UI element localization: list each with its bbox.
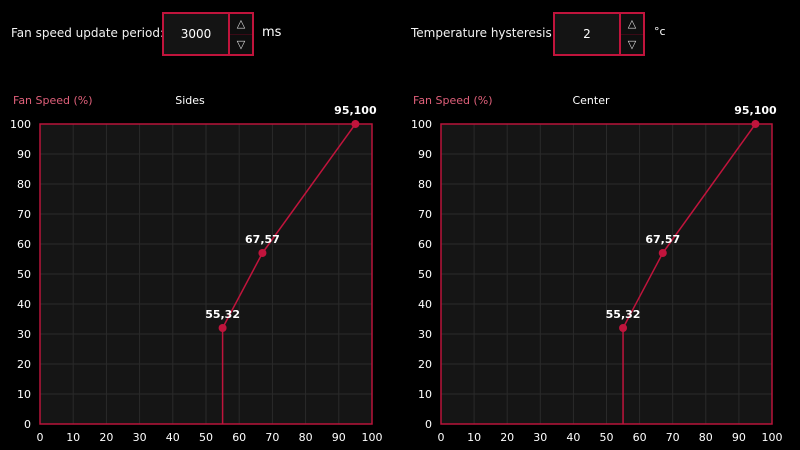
curve-point[interactable] bbox=[218, 324, 227, 332]
x-tick-label: 70 bbox=[666, 431, 680, 444]
triangle-down-icon[interactable]: ▽ bbox=[621, 33, 643, 54]
y-tick-label: 60 bbox=[17, 238, 31, 251]
y-tick-label: 10 bbox=[17, 388, 31, 401]
chart-sides: 0 10 20 30 40 50 60 70 80 90 100 0 10 20 30 40 50 60 70 80 9… bbox=[10, 94, 383, 444]
x-tick-label: 70 bbox=[265, 431, 279, 444]
hysteresis-unit: °c bbox=[654, 25, 666, 38]
curve-segment bbox=[622, 252, 664, 329]
x-tick-label: 0 bbox=[438, 431, 445, 444]
y-tick-label: 50 bbox=[418, 268, 432, 281]
hysteresis-input[interactable]: 2 bbox=[555, 14, 619, 54]
y-tick-label: 90 bbox=[418, 148, 432, 161]
y-tick-label: 0 bbox=[24, 418, 31, 431]
update-period-input[interactable]: 3000 bbox=[164, 14, 228, 54]
x-tick-label: 90 bbox=[332, 431, 346, 444]
curve-segment bbox=[662, 123, 757, 254]
y-tick-label: 0 bbox=[425, 418, 432, 431]
y-tick-label: 10 bbox=[418, 388, 432, 401]
x-tick-label: 10 bbox=[467, 431, 481, 444]
y-tick-label: 20 bbox=[418, 358, 432, 371]
x-tick-label: 50 bbox=[600, 431, 614, 444]
y-tick-label: 40 bbox=[17, 298, 31, 311]
y-tick-label: 80 bbox=[418, 178, 432, 191]
x-tick-label: 40 bbox=[566, 431, 580, 444]
point-label: 67,57 bbox=[245, 233, 280, 246]
x-tick-label: 30 bbox=[533, 431, 547, 444]
update-period-spinbox[interactable]: 3000 △ ▽ bbox=[162, 12, 254, 56]
x-tick-label: 60 bbox=[633, 431, 647, 444]
hysteresis-label: Temperature hysteresis: bbox=[411, 26, 556, 40]
point-label: 95,100 bbox=[334, 104, 377, 117]
update-period-label: Fan speed update period: bbox=[11, 26, 165, 40]
chart-title: Center bbox=[572, 94, 610, 107]
triangle-up-icon[interactable]: △ bbox=[621, 14, 643, 34]
curve-point[interactable] bbox=[351, 120, 360, 128]
y-tick-label: 30 bbox=[418, 328, 432, 341]
y-tick-label: 70 bbox=[17, 208, 31, 221]
curve-point[interactable] bbox=[658, 249, 667, 257]
y-tick-label: 90 bbox=[17, 148, 31, 161]
point-label: 55,32 bbox=[205, 308, 240, 321]
plot-border bbox=[39, 123, 373, 425]
y-tick-label: 100 bbox=[411, 118, 432, 131]
x-tick-label: 10 bbox=[66, 431, 80, 444]
x-tick-label: 80 bbox=[299, 431, 313, 444]
x-tick-label: 80 bbox=[699, 431, 713, 444]
y-tick-label: 60 bbox=[418, 238, 432, 251]
triangle-down-icon[interactable]: ▽ bbox=[230, 33, 252, 54]
plot-border bbox=[440, 123, 773, 425]
y-tick-label: 30 bbox=[17, 328, 31, 341]
chart-center: 0 10 20 30 40 50 60 70 80 90 100 0 10 20 30 40 50 60 70 80 9… bbox=[411, 94, 783, 444]
y-tick-label: 50 bbox=[17, 268, 31, 281]
curve-segment bbox=[221, 252, 264, 329]
curve-segment bbox=[261, 123, 357, 254]
x-tick-label: 40 bbox=[166, 431, 180, 444]
point-label: 67,57 bbox=[645, 233, 680, 246]
hysteresis-spinbox[interactable]: 2 △ ▽ bbox=[553, 12, 645, 56]
curve-point[interactable] bbox=[619, 324, 628, 332]
x-tick-label: 0 bbox=[37, 431, 44, 444]
point-label: 95,100 bbox=[734, 104, 777, 117]
x-tick-label: 60 bbox=[232, 431, 246, 444]
y-tick-label: 80 bbox=[17, 178, 31, 191]
point-label: 55,32 bbox=[606, 308, 641, 321]
curve-point[interactable] bbox=[258, 249, 267, 257]
x-tick-label: 20 bbox=[500, 431, 514, 444]
x-tick-label: 100 bbox=[362, 431, 383, 444]
x-tick-label: 90 bbox=[732, 431, 746, 444]
y-tick-label: 40 bbox=[418, 298, 432, 311]
triangle-up-icon[interactable]: △ bbox=[230, 14, 252, 34]
x-tick-label: 30 bbox=[133, 431, 147, 444]
y-tick-label: 70 bbox=[418, 208, 432, 221]
curve-point[interactable] bbox=[751, 120, 760, 128]
update-period-unit: ms bbox=[262, 25, 282, 40]
y-axis-title: Fan Speed (%) bbox=[13, 94, 93, 107]
x-tick-label: 50 bbox=[199, 431, 213, 444]
y-axis-title: Fan Speed (%) bbox=[413, 94, 493, 107]
x-tick-label: 20 bbox=[99, 431, 113, 444]
chart-title: Sides bbox=[175, 94, 205, 107]
y-tick-label: 20 bbox=[17, 358, 31, 371]
x-tick-label: 100 bbox=[762, 431, 783, 444]
y-tick-label: 100 bbox=[10, 118, 31, 131]
